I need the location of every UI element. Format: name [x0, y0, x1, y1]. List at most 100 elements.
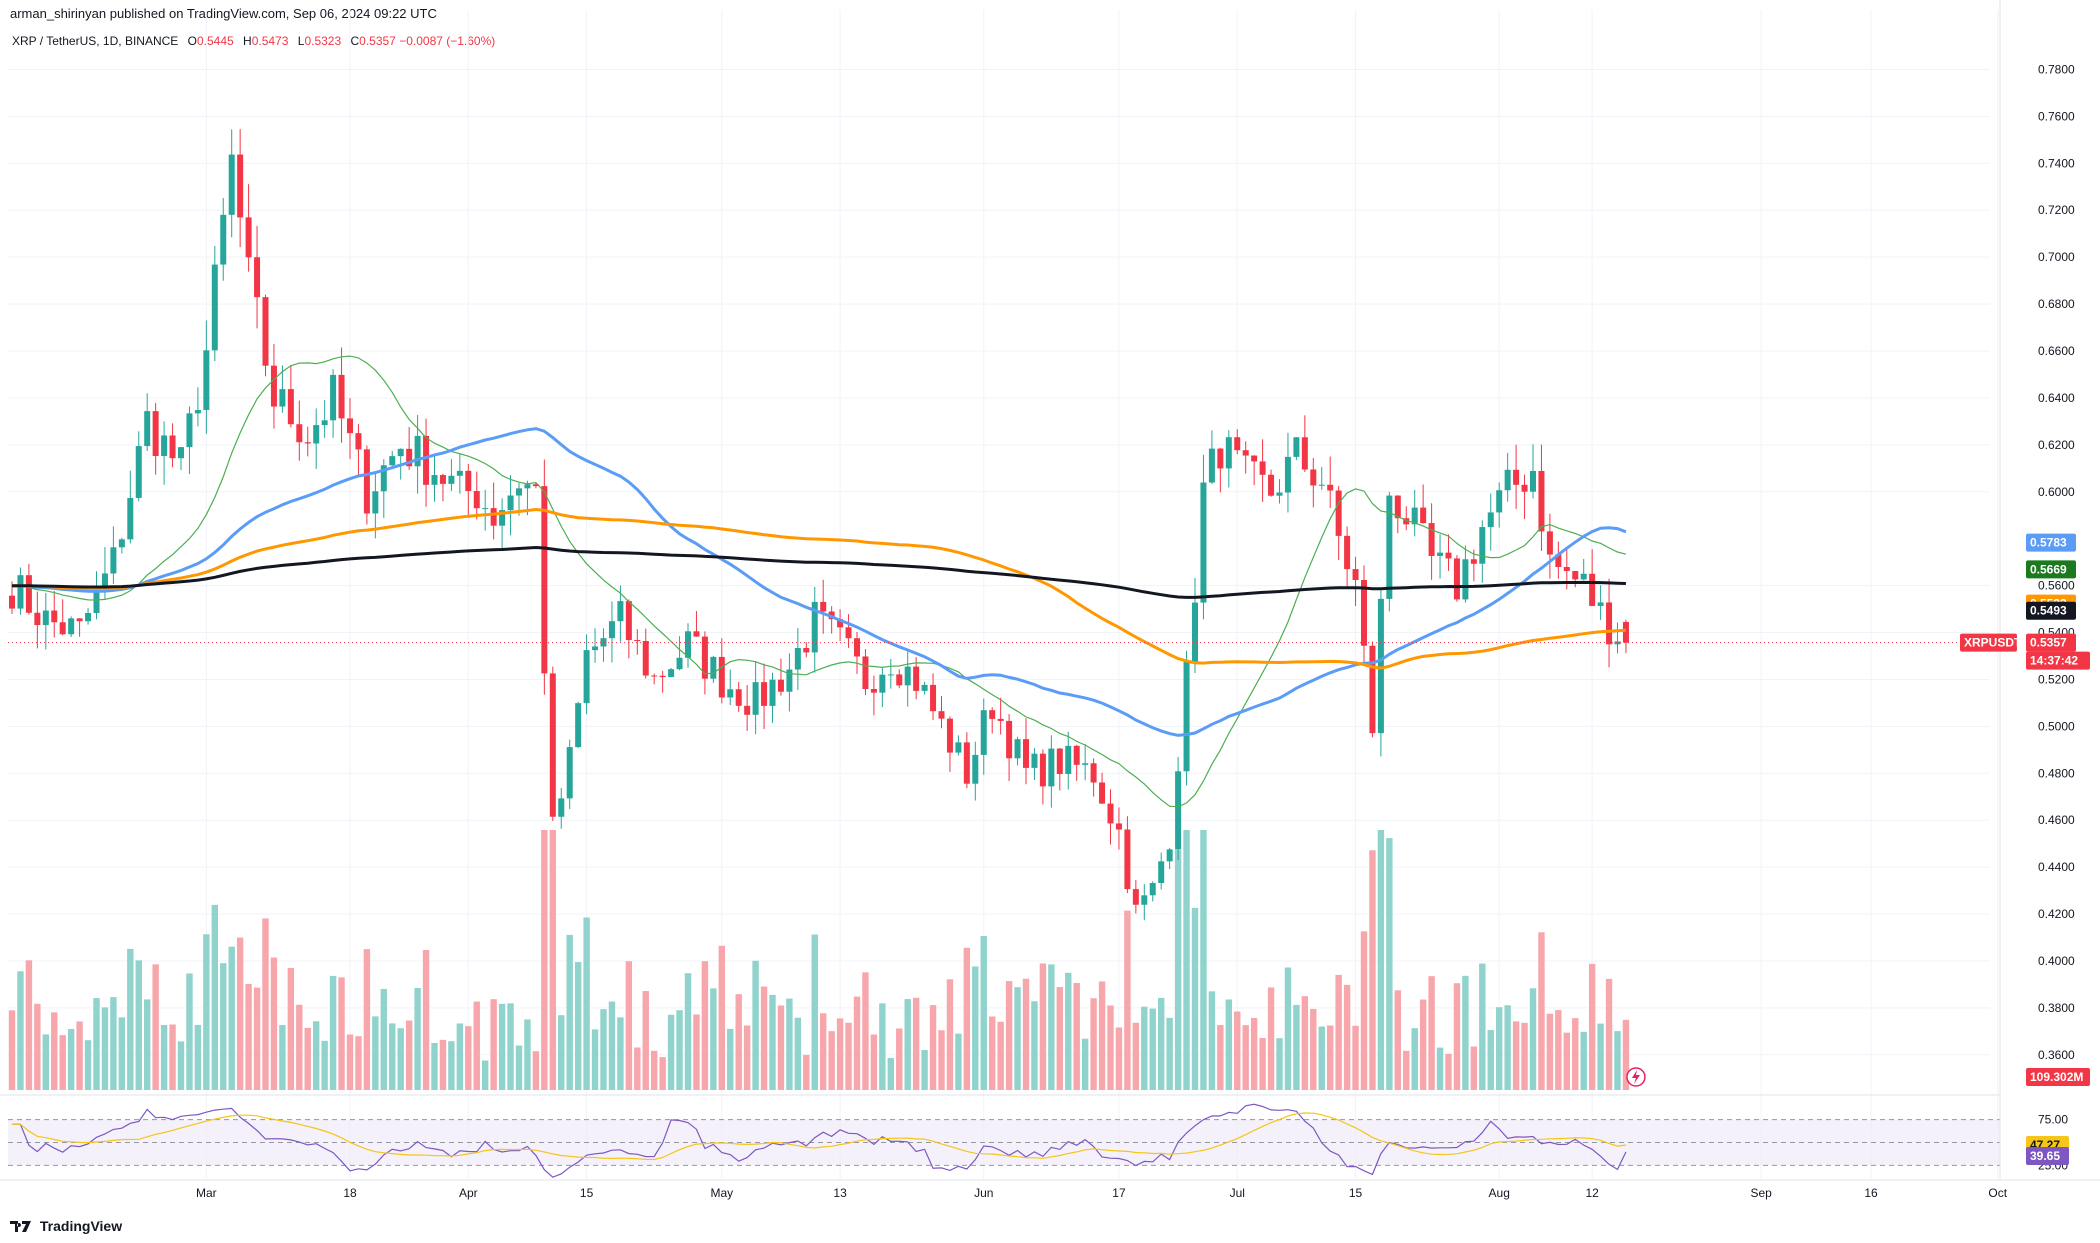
candle-body — [101, 573, 108, 589]
volume-bar — [355, 1036, 362, 1090]
volume-bar — [51, 1012, 58, 1090]
candle-body — [1208, 448, 1215, 483]
volume-bar — [608, 1001, 616, 1090]
candle-body — [1597, 602, 1604, 606]
ma-blue-tag: 0.5783 — [2030, 536, 2067, 550]
volume-bar — [1276, 1038, 1283, 1090]
candle-body — [228, 154, 235, 215]
price-tick-label: 0.3800 — [2038, 1001, 2075, 1015]
volume-bar — [1014, 987, 1021, 1090]
candle-body — [178, 447, 184, 459]
price-tick-label: 0.7000 — [2038, 250, 2075, 264]
candle-body — [685, 631, 691, 658]
candle-body — [161, 435, 168, 456]
candle-body — [203, 350, 210, 411]
volume-bar — [1284, 967, 1292, 1090]
time-tick-label: 13 — [833, 1186, 847, 1200]
time-tick-label: Jun — [974, 1186, 993, 1200]
volume-bar — [1394, 990, 1401, 1090]
volume-bar — [1293, 1004, 1300, 1090]
volume-bar — [1605, 978, 1613, 1090]
volume-bar — [1572, 1018, 1579, 1090]
volume-bar — [186, 973, 193, 1090]
volume-bar — [676, 1010, 683, 1090]
volume-bar — [566, 934, 573, 1090]
volume-bar — [220, 963, 227, 1090]
candle-body — [1453, 558, 1460, 600]
volume-bar — [752, 960, 759, 1090]
candle-body — [1513, 469, 1520, 485]
ma-green-tag-bg — [2026, 560, 2076, 579]
volume-bar — [152, 964, 159, 1090]
candle-body — [1132, 889, 1139, 905]
ma-black-tag: 0.5493 — [2030, 604, 2067, 618]
volume-bar — [1614, 1031, 1621, 1090]
volume-bar — [701, 961, 709, 1090]
candle-body — [1369, 645, 1376, 734]
volume-bar — [1436, 1047, 1444, 1090]
volume-bar — [1217, 1025, 1224, 1090]
candle-body — [786, 669, 793, 692]
ma-line-100 — [11, 507, 1626, 670]
candle-body — [211, 264, 218, 351]
volume-bar — [42, 1034, 49, 1090]
volume-bar — [980, 936, 987, 1090]
brand-footer[interactable]: TradingView — [10, 1218, 122, 1234]
volume-bar — [1048, 964, 1055, 1090]
candle-body — [1014, 739, 1021, 759]
volume-bar — [659, 1057, 666, 1090]
countdown-tag-bg — [2026, 651, 2090, 670]
candle-body — [372, 491, 379, 514]
high-value: 0.5473 — [251, 34, 289, 48]
close-label: C — [350, 34, 360, 48]
candle-body — [862, 656, 869, 690]
volume-bar — [1538, 932, 1545, 1090]
candle-body — [575, 703, 582, 748]
volume-bar — [828, 1031, 835, 1090]
volume-bar — [1327, 1025, 1334, 1090]
symbol-name[interactable]: XRP / TetherUS, 1D, BINANCE — [12, 34, 179, 48]
candle-body — [693, 631, 700, 637]
volume-bar — [1622, 1019, 1630, 1090]
volume-bar — [1470, 1046, 1478, 1090]
volume-bar — [743, 1025, 751, 1090]
volume-bar — [786, 998, 793, 1090]
high-label: H — [243, 34, 252, 48]
candle-body — [634, 640, 641, 642]
volume-bar — [1343, 984, 1351, 1090]
volume-bar — [777, 1005, 785, 1090]
candle-body — [118, 539, 125, 548]
moving-averages — [8, 355, 2000, 808]
candle-body — [980, 710, 987, 755]
candle-body — [955, 742, 962, 753]
candle-body — [1192, 602, 1198, 662]
candle-body — [338, 374, 345, 419]
candle-body — [1606, 602, 1613, 645]
candle-body — [558, 798, 565, 817]
candle-body — [752, 682, 759, 715]
volume-bar — [1360, 931, 1368, 1090]
candle-body — [287, 389, 294, 425]
volume-bar — [144, 999, 151, 1090]
volume-bar — [1529, 988, 1537, 1090]
candle-body — [1048, 748, 1055, 787]
candle-body — [913, 666, 920, 691]
volume-bar — [651, 1050, 658, 1090]
volume-bar — [169, 1024, 176, 1090]
volume-bar — [912, 997, 920, 1090]
candle-body — [887, 674, 894, 676]
candle-body — [1073, 745, 1080, 765]
volume-bar — [287, 967, 295, 1090]
volume-bar — [270, 957, 278, 1090]
volume-bar — [1318, 1026, 1325, 1090]
candle-body — [1327, 484, 1334, 491]
ma-black-tag-bg — [2026, 601, 2076, 620]
volume-bar — [642, 991, 649, 1090]
tradingview-logo-icon — [10, 1221, 31, 1232]
volume-bar — [101, 1007, 109, 1090]
candle-body — [676, 657, 683, 670]
volume-bar — [634, 1047, 641, 1090]
volume-bar — [1098, 981, 1106, 1090]
candle-body — [1420, 507, 1427, 524]
